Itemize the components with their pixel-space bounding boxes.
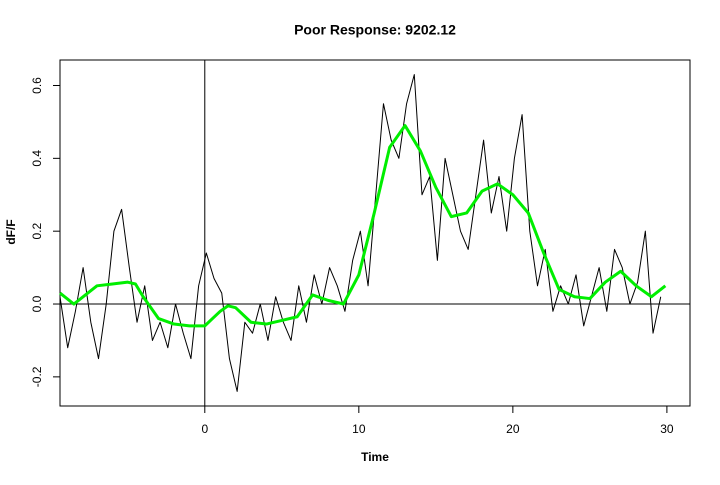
data-line [59,74,662,392]
plot-box [59,59,691,407]
x-axis-label: Time [361,450,389,464]
data-line [59,124,667,328]
x-tick-label: 30 [660,422,674,436]
chart-title: Poor Response: 9202.12 [294,22,456,38]
y-tick-label: 0.4 [30,150,44,167]
y-tick-label: 0.0 [30,295,44,312]
y-axis-label: dF/F [4,219,18,244]
y-tick-label: 0.2 [30,223,44,240]
y-tick-label: 0.6 [30,77,44,94]
y-tick-label: -0.2 [30,366,44,387]
x-tick-label: 10 [352,422,366,436]
x-tick-label: 20 [506,422,520,436]
x-tick-label: 0 [201,422,208,436]
